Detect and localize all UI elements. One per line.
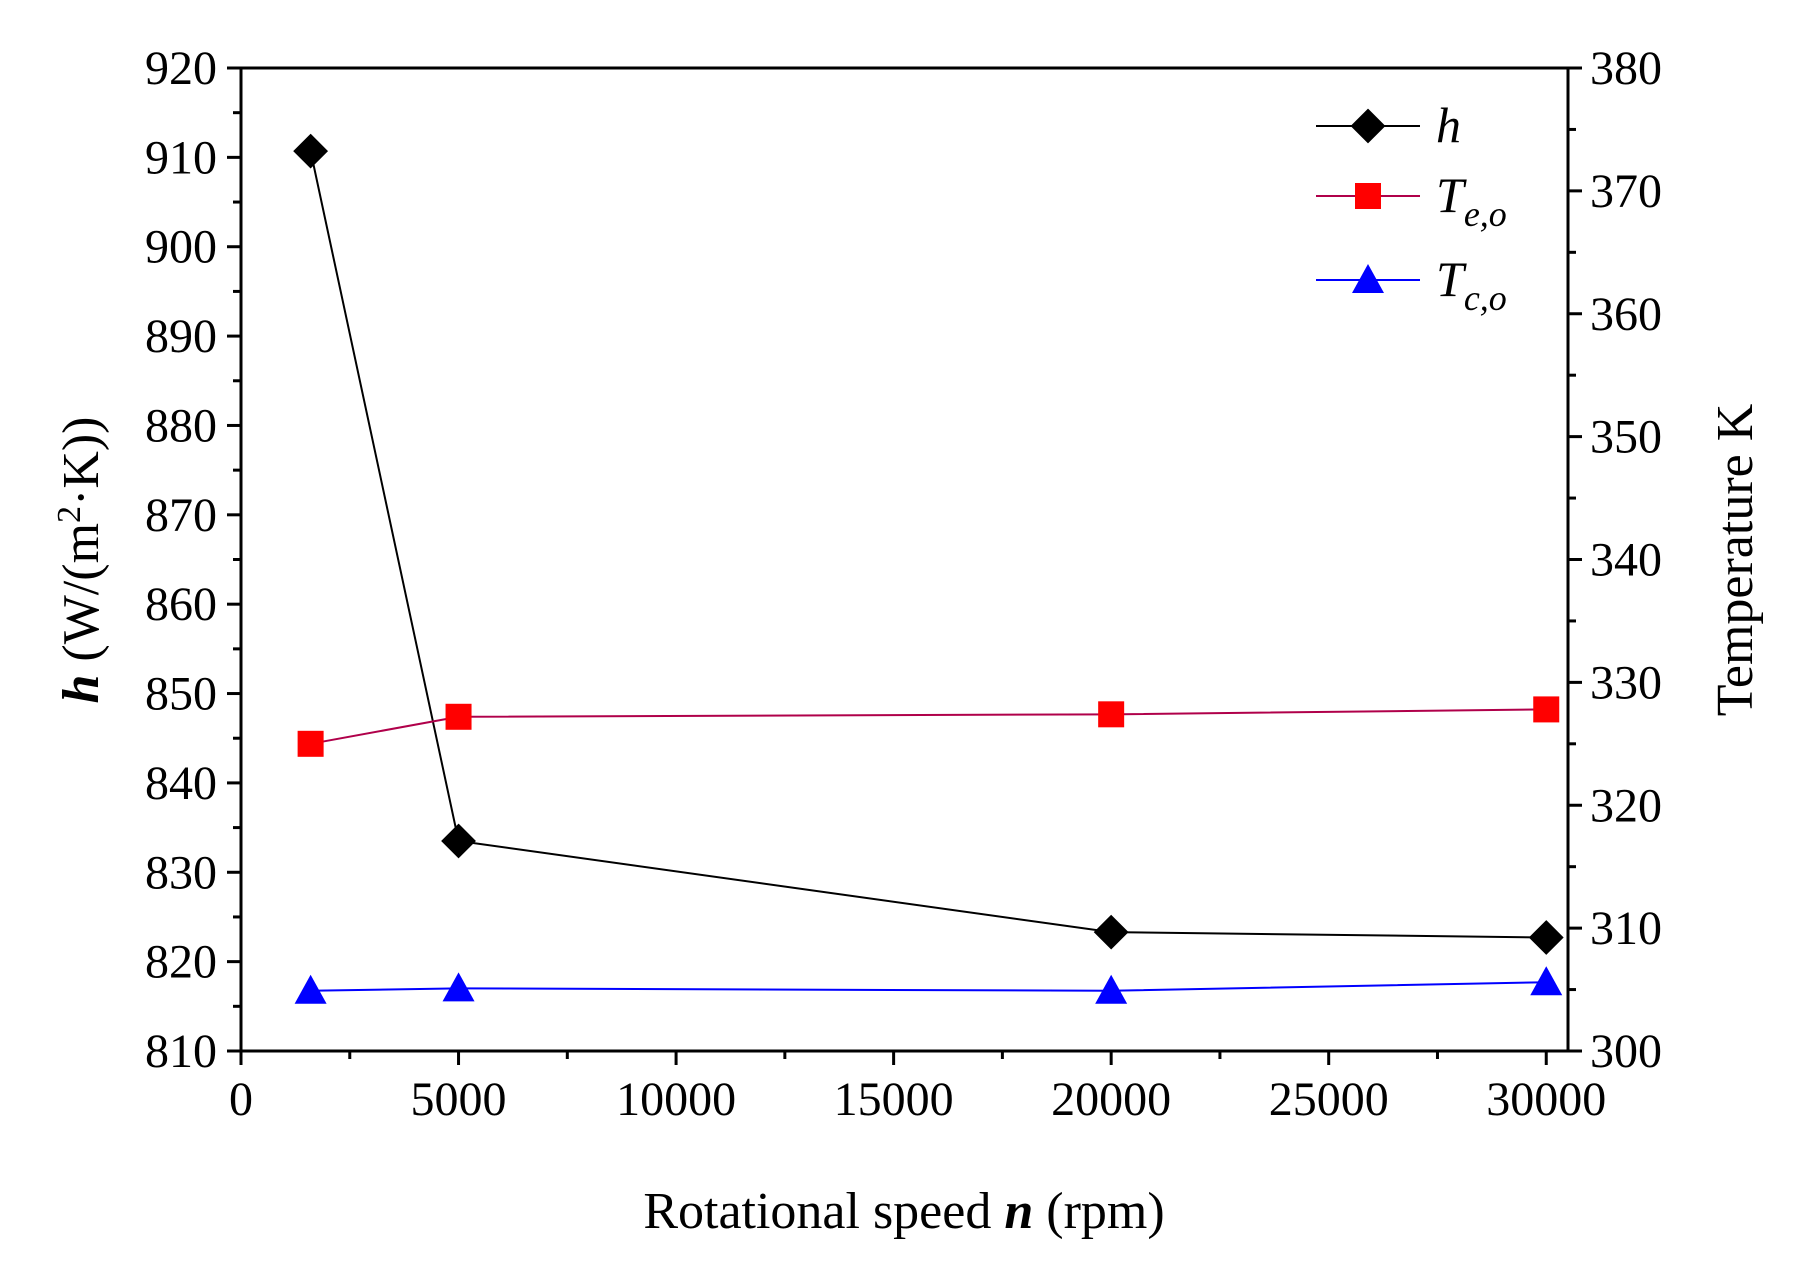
legend-marker [1352, 264, 1384, 293]
y-left-tick-label: 810 [145, 1025, 217, 1078]
data-point [1533, 696, 1560, 723]
legend-label: Te,o [1436, 167, 1507, 234]
axis-ticks: 0 5000 10000 15000 20000 25000 30000 810 820 830 8… [145, 42, 1662, 1126]
data-point [1093, 914, 1129, 950]
data-point [1095, 974, 1128, 1004]
y-left-tick-label: 860 [145, 578, 217, 631]
series-line-1 [310, 708, 1547, 745]
data-point [1530, 966, 1563, 996]
data-point [442, 972, 475, 1002]
y-left-tick-label: 900 [145, 221, 217, 274]
y-left-tick-label: 840 [145, 757, 217, 810]
x-tick-label: 10000 [616, 1073, 736, 1126]
data-point [294, 974, 327, 1004]
x-axis-title: Rotational speed n (rpm) [643, 1183, 1164, 1240]
x-tick-label: 0 [229, 1073, 253, 1126]
y-left-tick-label: 870 [145, 489, 217, 542]
legend-marker [1355, 183, 1381, 209]
y-right-tick-label: 300 [1590, 1025, 1662, 1078]
y-right-tick-label: 340 [1590, 534, 1662, 587]
y-left-axis-title: h (W/(m2·K)) [51, 416, 110, 703]
x-tick-label: 20000 [1051, 1073, 1171, 1126]
y-left-tick-label: 820 [145, 936, 217, 989]
series-lines [309, 150, 1547, 992]
y-left-tick-label: 920 [145, 42, 217, 95]
x-tick-label: 25000 [1269, 1073, 1389, 1126]
y-left-tick-label: 830 [145, 846, 217, 899]
y-right-tick-label: 320 [1590, 779, 1662, 832]
y-right-tick-label: 380 [1590, 42, 1662, 95]
series-line-2 [310, 981, 1547, 992]
y-left-tick-label: 880 [145, 399, 217, 452]
legend-entry: Tc,o [1316, 251, 1507, 318]
series-markers [293, 133, 1564, 1004]
y-right-axis-title: Temperature K [1707, 403, 1764, 716]
y-right-tick-label: 330 [1590, 656, 1662, 709]
y-right-tick-label: 360 [1590, 288, 1662, 341]
data-point [441, 823, 476, 859]
legend-label: h [1436, 97, 1461, 153]
y-right-tick-label: 310 [1590, 902, 1662, 955]
data-point [1098, 701, 1125, 728]
y-left-tick-label: 890 [145, 310, 217, 363]
data-point [1528, 920, 1564, 955]
x-tick-label: 30000 [1486, 1073, 1606, 1126]
legend-marker [1350, 108, 1386, 144]
legend-entry: h [1316, 97, 1461, 153]
y-right-tick-label: 350 [1590, 411, 1662, 464]
x-tick-label: 5000 [411, 1073, 507, 1126]
data-point [445, 703, 472, 730]
y-right-tick-label: 370 [1590, 165, 1662, 218]
y-left-tick-label: 910 [145, 131, 217, 184]
data-point [297, 730, 324, 757]
legend-entry: Te,o [1316, 167, 1507, 234]
y-left-tick-label: 850 [145, 668, 217, 721]
x-tick-label: 15000 [834, 1073, 954, 1126]
data-point [293, 133, 329, 169]
legend: h Te,o Tc,o [1316, 97, 1507, 318]
series-line-0 [309, 150, 1547, 939]
legend-label: Tc,o [1436, 251, 1507, 318]
